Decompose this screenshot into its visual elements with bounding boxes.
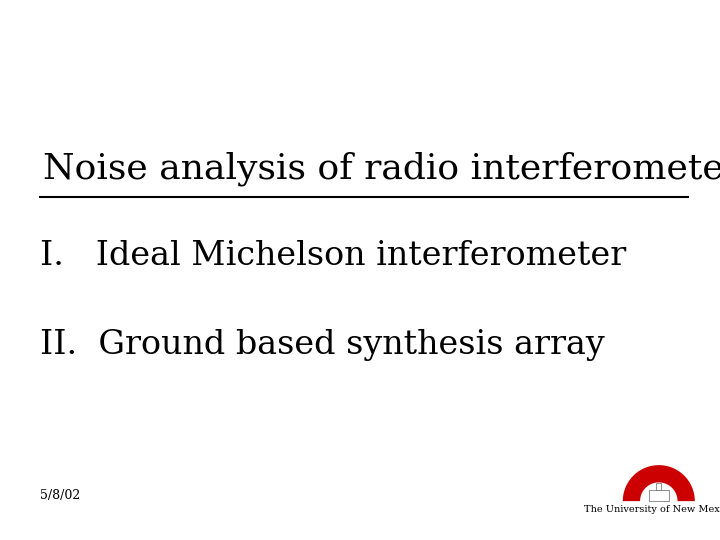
Text: Noise analysis of radio interferometers: Noise analysis of radio interferometers: [43, 151, 720, 186]
Bar: [649, 490, 669, 501]
Text: The University of New Mexico: The University of New Mexico: [584, 505, 720, 515]
Bar: [657, 483, 662, 490]
Polygon shape: [623, 465, 695, 501]
Text: I.   Ideal Michelson interferometer: I. Ideal Michelson interferometer: [40, 240, 626, 272]
Text: II.  Ground based synthesis array: II. Ground based synthesis array: [40, 329, 604, 361]
Text: 5/8/02: 5/8/02: [40, 489, 80, 502]
